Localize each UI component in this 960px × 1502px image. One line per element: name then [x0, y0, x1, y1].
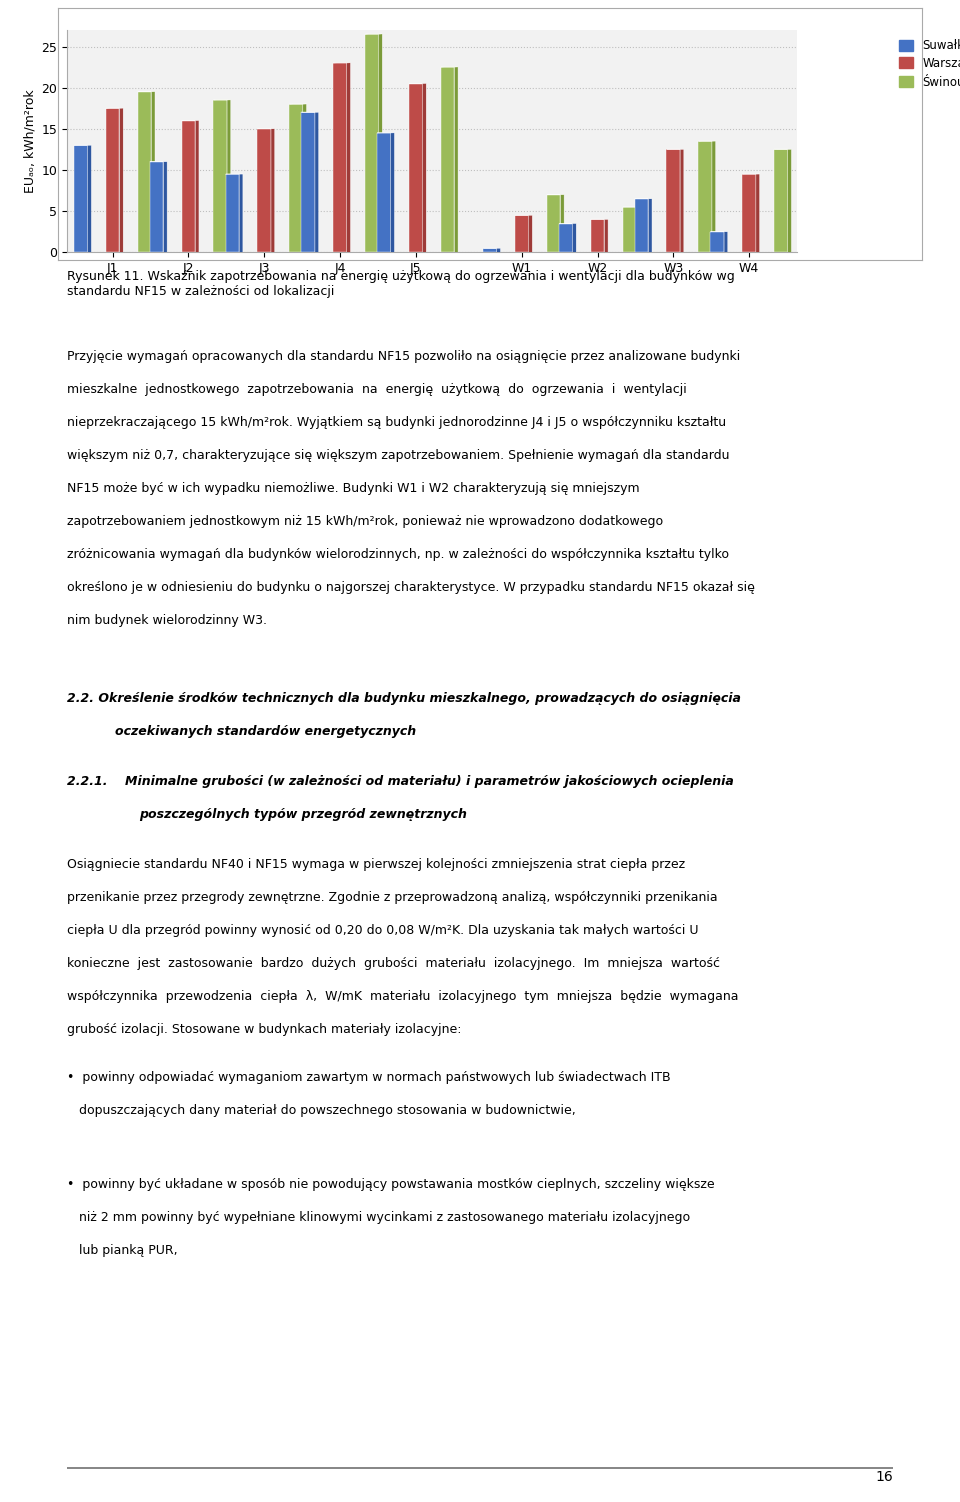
- Polygon shape: [454, 68, 458, 252]
- Polygon shape: [515, 215, 529, 252]
- Polygon shape: [195, 120, 199, 252]
- Polygon shape: [724, 231, 728, 252]
- Text: nieprzekraczającego 15 kWh/m²rok. Wyjątkiem są budynki jednorodzinne J4 i J5 o w: nieprzekraczającego 15 kWh/m²rok. Wyjątk…: [67, 416, 727, 430]
- Polygon shape: [441, 68, 454, 252]
- Text: Osiągniecie standardu NF40 i NF15 wymaga w pierwszej kolejności zmniejszenia str: Osiągniecie standardu NF40 i NF15 wymaga…: [67, 858, 685, 871]
- Polygon shape: [680, 149, 684, 252]
- Polygon shape: [572, 224, 576, 252]
- Text: współczynnika  przewodzenia  ciepła  λ,  W/mK  materiału  izolacyjnego  tym  mni: współczynnika przewodzenia ciepła λ, W/m…: [67, 990, 738, 1003]
- Polygon shape: [788, 149, 791, 252]
- Text: •  powinny być układane w sposób nie powodujący powstawania mostków cieplnych, s: • powinny być układane w sposób nie powo…: [67, 1178, 715, 1191]
- Text: poszczególnych typów przegród zewnętrznych: poszczególnych typów przegród zewnętrzny…: [139, 808, 468, 822]
- Text: 16: 16: [876, 1470, 893, 1484]
- Polygon shape: [152, 92, 155, 252]
- Polygon shape: [74, 146, 87, 252]
- Text: zapotrzebowaniem jednostkowym niż 15 kWh/m²rok, ponieważ nie wprowadzono dodatko: zapotrzebowaniem jednostkowym niż 15 kWh…: [67, 515, 663, 529]
- Polygon shape: [150, 162, 163, 252]
- Text: NF15 może być w ich wypadku niemożliwe. Budynki W1 i W2 charakteryzują się mniej: NF15 może być w ich wypadku niemożliwe. …: [67, 482, 639, 496]
- Polygon shape: [496, 248, 500, 252]
- Polygon shape: [710, 231, 724, 252]
- Polygon shape: [257, 129, 271, 252]
- Polygon shape: [181, 120, 195, 252]
- Text: większym niż 0,7, charakteryzujące się większym zapotrzebowaniem. Spełnienie wym: większym niż 0,7, charakteryzujące się w…: [67, 449, 730, 463]
- Text: •  powinny odpowiadać wymaganiom zawartym w normach państwowych lub świadectwach: • powinny odpowiadać wymaganiom zawartym…: [67, 1071, 671, 1084]
- Polygon shape: [409, 84, 422, 252]
- Text: 2.2.1.    Minimalne grubości (w zależności od materiału) i parametrów jakościowy: 2.2.1. Minimalne grubości (w zależności …: [67, 775, 734, 789]
- Polygon shape: [547, 195, 561, 252]
- Text: przenikanie przez przegrody zewnętrzne. Zgodnie z przeprowadzoną analizą, współc: przenikanie przez przegrody zewnętrzne. …: [67, 891, 718, 904]
- Polygon shape: [422, 84, 426, 252]
- Polygon shape: [636, 207, 640, 252]
- Text: lub pianką PUR,: lub pianką PUR,: [67, 1244, 178, 1257]
- Polygon shape: [529, 215, 532, 252]
- Polygon shape: [561, 195, 564, 252]
- Y-axis label: EUₐₒ, kWh/m²rok: EUₐₒ, kWh/m²rok: [23, 90, 36, 192]
- Text: nim budynek wielorodzinny W3.: nim budynek wielorodzinny W3.: [67, 614, 267, 628]
- Polygon shape: [226, 174, 239, 252]
- Polygon shape: [559, 224, 572, 252]
- Polygon shape: [622, 207, 636, 252]
- Polygon shape: [315, 113, 319, 252]
- Polygon shape: [333, 63, 347, 252]
- Text: konieczne  jest  zastosowanie  bardzo  dużych  grubości  materiału  izolacyjnego: konieczne jest zastosowanie bardzo dużyc…: [67, 957, 720, 970]
- Polygon shape: [213, 101, 228, 252]
- Polygon shape: [347, 63, 350, 252]
- Polygon shape: [301, 113, 315, 252]
- Text: mieszkalne  jednostkowego  zapotrzebowania  na  energię  użytkową  do  ogrzewani: mieszkalne jednostkowego zapotrzebowania…: [67, 383, 687, 397]
- Polygon shape: [87, 146, 91, 252]
- Text: grubość izolacji. Stosowane w budynkach materiały izolacyjne:: grubość izolacji. Stosowane w budynkach …: [67, 1023, 462, 1036]
- Polygon shape: [698, 141, 712, 252]
- Polygon shape: [391, 132, 395, 252]
- Polygon shape: [605, 219, 608, 252]
- Polygon shape: [742, 174, 756, 252]
- Text: określono je w odniesieniu do budynku o najgorszej charakterystyce. W przypadku : określono je w odniesieniu do budynku o …: [67, 581, 756, 595]
- Text: Rysunek 11. Wskaźnik zapotrzebowania na energię użytkową do ogrzewania i wentyla: Rysunek 11. Wskaźnik zapotrzebowania na …: [67, 270, 735, 299]
- Polygon shape: [365, 35, 378, 252]
- Text: Przyjęcie wymagań opracowanych dla standardu NF15 pozwoliło na osiągnięcie przez: Przyjęcie wymagań opracowanych dla stand…: [67, 350, 740, 363]
- Polygon shape: [712, 141, 715, 252]
- Text: ciepła U dla przegród powinny wynosić od 0,20 do 0,08 W/m²K. Dla uzyskania tak m: ciepła U dla przegród powinny wynosić od…: [67, 924, 699, 937]
- Polygon shape: [774, 149, 788, 252]
- Legend: Suwałki, Warszawa, Świnoujście: Suwałki, Warszawa, Świnoujście: [896, 36, 960, 92]
- Polygon shape: [590, 219, 605, 252]
- Polygon shape: [378, 35, 382, 252]
- Text: 2.2. Określenie środków technicznych dla budynku mieszkalnego, prowadzących do o: 2.2. Określenie środków technicznych dla…: [67, 692, 741, 706]
- Polygon shape: [756, 174, 759, 252]
- Polygon shape: [271, 129, 275, 252]
- Polygon shape: [666, 149, 680, 252]
- Polygon shape: [119, 108, 123, 252]
- Polygon shape: [163, 162, 167, 252]
- Polygon shape: [239, 174, 243, 252]
- Polygon shape: [483, 248, 496, 252]
- Text: niż 2 mm powinny być wypełniane klinowymi wycinkami z zastosowanego materiału iz: niż 2 mm powinny być wypełniane klinowym…: [67, 1211, 690, 1224]
- Polygon shape: [377, 134, 391, 252]
- Polygon shape: [302, 104, 306, 252]
- Polygon shape: [648, 198, 652, 252]
- Polygon shape: [289, 104, 302, 252]
- Polygon shape: [137, 92, 152, 252]
- Text: zróżnicowania wymagań dla budynków wielorodzinnych, np. w zależności do współczy: zróżnicowania wymagań dla budynków wielo…: [67, 548, 730, 562]
- Text: dopuszczających dany materiał do powszechnego stosowania w budownictwie,: dopuszczających dany materiał do powszec…: [67, 1104, 576, 1117]
- Polygon shape: [106, 108, 119, 252]
- Polygon shape: [228, 99, 230, 252]
- Polygon shape: [635, 198, 648, 252]
- Text: oczekiwanych standardów energetycznych: oczekiwanych standardów energetycznych: [115, 725, 417, 739]
